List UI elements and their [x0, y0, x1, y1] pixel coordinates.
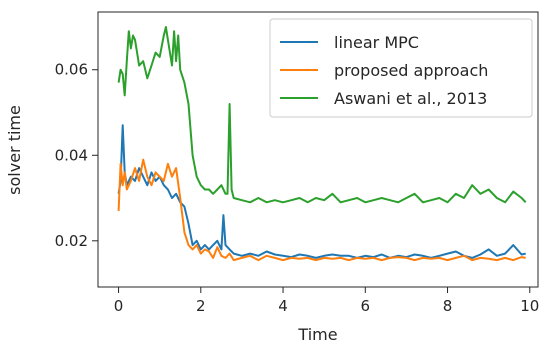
- y-tick-label: 0.06: [55, 61, 88, 79]
- x-tick-label: 4: [278, 297, 288, 315]
- x-tick-label: 10: [520, 297, 539, 315]
- ticks-layer: 0 2 4 6 8 10 0.02 0.04 0.06: [55, 61, 540, 315]
- series-layer: [117, 26, 527, 262]
- x-tick-label: 2: [196, 297, 206, 315]
- legend-label-proposed-approach: proposed approach: [334, 61, 488, 80]
- series-line-proposed-approach: [117, 158, 526, 262]
- series-line-aswani-et-al-2013: [117, 26, 527, 204]
- legend-box: [269, 18, 533, 118]
- x-tick-label: 8: [443, 297, 453, 315]
- plot-frame: [97, 11, 539, 288]
- legend-label-linear-mpc: linear MPC: [334, 33, 419, 52]
- y-tick-label: 0.04: [55, 146, 88, 164]
- x-tick-label: 6: [361, 297, 371, 315]
- y-tick-label: 0.02: [55, 232, 88, 250]
- y-axis-label: solver time: [5, 105, 24, 195]
- legend: linear MPC proposed approach Aswani et a…: [269, 18, 533, 118]
- series-line-linear-mpc: [117, 124, 526, 259]
- x-axis-label: Time: [297, 325, 337, 344]
- legend-label-aswani-2013: Aswani et al., 2013: [334, 89, 487, 108]
- x-tick-label: 0: [114, 297, 124, 315]
